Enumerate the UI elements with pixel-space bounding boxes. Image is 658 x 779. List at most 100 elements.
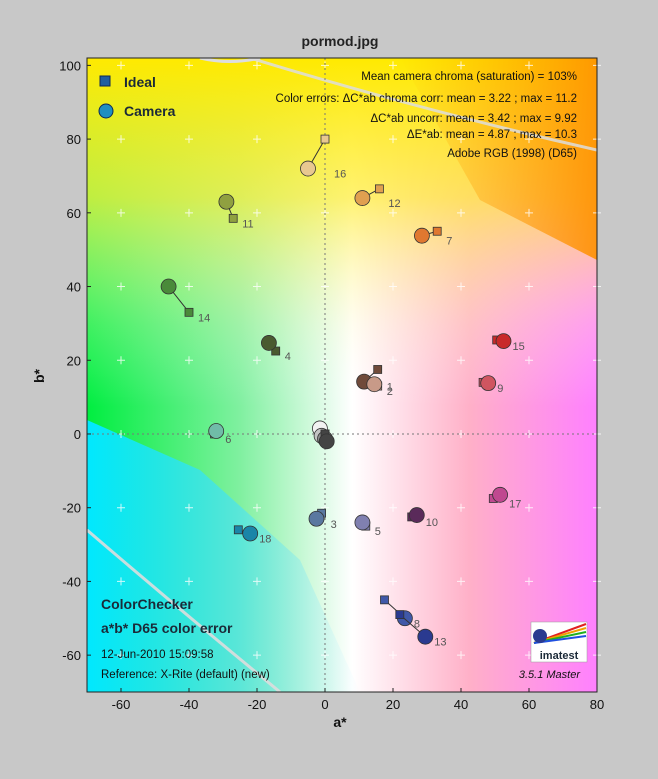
legend-camera-marker	[98, 103, 114, 119]
ideal-marker	[395, 610, 405, 619]
info-line-chroma-corr: Color errors: ΔC*ab chroma corr: mean = …	[276, 93, 577, 105]
camera-marker	[492, 486, 509, 503]
grid-cross	[525, 577, 533, 586]
info-block: Mean camera chroma (saturation) = 103% C…	[276, 71, 578, 160]
y-tick-label: -20	[62, 501, 81, 516]
x-tick-label: 40	[454, 697, 468, 712]
ideal-marker	[373, 365, 383, 374]
ideal-marker	[271, 346, 281, 356]
y-tick-labels: 100 80 60 40 20 0 -20 -40 -60	[59, 58, 91, 663]
grid-cross	[253, 356, 261, 365]
grid-cross	[389, 356, 397, 365]
grid-cross	[185, 135, 193, 144]
grid-cross	[117, 356, 125, 365]
camera-marker	[160, 278, 177, 295]
patch-label: 5	[375, 526, 381, 538]
x-tick-label: 60	[522, 697, 536, 712]
grid-cross	[389, 135, 397, 144]
grid-cross	[389, 651, 397, 660]
zero-lines	[87, 58, 597, 692]
camera-marker	[480, 375, 497, 392]
grid-cross	[117, 61, 125, 70]
info-line-colorspace: Adobe RGB (1998) (D65)	[447, 148, 577, 160]
y-tick-label: -40	[62, 574, 81, 589]
camera-marker	[366, 376, 383, 393]
x-tick-label: -40	[180, 697, 199, 712]
camera-marker	[354, 190, 371, 206]
grid-cross	[117, 282, 125, 291]
patch-label: 18	[259, 534, 271, 546]
x-axis-label: a*	[333, 714, 347, 730]
ideal-marker	[184, 307, 194, 317]
grid-cross	[389, 503, 397, 512]
x-tick-label: -60	[112, 697, 131, 712]
patch-label: 4	[285, 351, 291, 363]
camera-marker	[260, 335, 277, 351]
footer-reference: Reference: X-Rite (default) (new)	[101, 669, 270, 681]
camera-marker	[408, 507, 425, 523]
ideal-marker	[374, 184, 384, 194]
ideal-marker	[320, 134, 330, 144]
grid-cross	[117, 503, 125, 512]
grid-cross	[389, 577, 397, 586]
ideal-marker	[228, 213, 238, 223]
patch-label: 8	[414, 618, 420, 630]
grid-cross	[389, 208, 397, 217]
grid-cross	[185, 503, 193, 512]
grid-cross	[389, 282, 397, 291]
grid-cross	[525, 61, 533, 70]
camera-marker	[495, 333, 512, 349]
y-tick-label: 100	[59, 58, 81, 73]
legend: Ideal Camera	[98, 74, 176, 119]
grid-cross	[253, 503, 261, 512]
patch-label: 2	[387, 386, 393, 398]
legend-camera-label: Camera	[124, 103, 176, 119]
y-tick-label: -60	[62, 648, 81, 663]
grid-cross	[321, 208, 329, 217]
patch-label: 12	[388, 198, 400, 210]
grid-cross	[457, 356, 465, 365]
grid-cross	[117, 135, 125, 144]
ideal-marker	[233, 525, 243, 535]
legend-ideal-marker	[99, 75, 111, 87]
x-tick-label: -20	[248, 697, 267, 712]
camera-marker	[413, 227, 430, 244]
imatest-logo: imatest	[530, 621, 588, 663]
patch-label: 15	[513, 341, 525, 353]
patch-label: 16	[334, 169, 346, 181]
grid-cross	[525, 135, 533, 144]
grid-cross	[253, 61, 261, 70]
grid-cross	[253, 282, 261, 291]
ideal-marker	[380, 595, 389, 605]
logo-text: imatest	[540, 650, 579, 662]
grid-cross	[253, 208, 261, 217]
camera-marker	[218, 193, 235, 210]
patch-label: 10	[426, 517, 438, 529]
grid-cross	[457, 651, 465, 660]
x-tick-labels: -60 -40 -20 0 20 40 60 80	[112, 688, 604, 712]
grid-cross	[253, 651, 261, 660]
grid-cross	[457, 503, 465, 512]
y-tick-label: 60	[67, 206, 81, 221]
grid-cross	[185, 282, 193, 291]
grid-cross	[457, 135, 465, 144]
patch-label: 9	[497, 383, 503, 395]
grid-cross	[117, 208, 125, 217]
grid-cross	[117, 577, 125, 586]
legend-ideal-label: Ideal	[124, 74, 156, 90]
grid-cross	[253, 577, 261, 586]
patch-label: 3	[331, 519, 337, 531]
footer-block: ColorChecker a*b* D65 color error 12-Jun…	[101, 596, 581, 681]
camera-marker	[300, 160, 316, 177]
patch-label: 17	[509, 498, 521, 510]
x-tick-label: 80	[590, 697, 604, 712]
footer-title-1: ColorChecker	[101, 596, 193, 612]
footer-title-2: a*b* D65 color error	[101, 620, 233, 636]
grid-cross	[389, 61, 397, 70]
patch-label: 14	[198, 312, 210, 324]
camera-marker	[318, 433, 335, 450]
grid-cross	[185, 61, 193, 70]
y-tick-label: 80	[67, 132, 81, 147]
plot-frame	[86, 57, 598, 693]
